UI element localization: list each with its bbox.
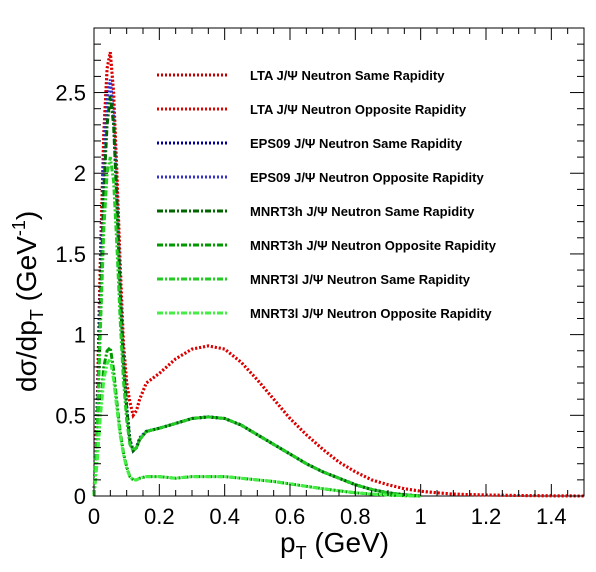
- series-line-2: [92, 51, 585, 498]
- legend-label-8: MNRT3l J/Ψ Neutron Opposite Rapidity: [250, 306, 492, 321]
- series-line-6: [92, 344, 421, 498]
- series-line-8: [92, 354, 421, 498]
- y-tick-label: 1: [74, 323, 86, 348]
- y-axis-title-unit-open: (GeV: [11, 236, 42, 309]
- y-axis-title-sub: T: [27, 309, 47, 320]
- x-tick-label: 1: [415, 504, 427, 529]
- legend-label-1: LTA J/Ψ Neutron Same Rapidity: [250, 68, 445, 83]
- legend: LTA J/Ψ Neutron Same Rapidity LTA J/Ψ Neu…: [157, 68, 497, 321]
- x-tick-label: 0.8: [340, 504, 371, 529]
- y-axis-title-main: dσ/dp: [11, 320, 42, 392]
- y-tick-label: 0: [74, 484, 86, 509]
- x-tick-label: 0.6: [275, 504, 306, 529]
- legend-label-6: MNRT3h J/Ψ Neutron Opposite Rapidity: [250, 238, 497, 253]
- x-tick-label: 0: [88, 504, 100, 529]
- y-tick-label: 0.5: [55, 403, 86, 428]
- y-axis-title: dσ/dpT (GeV-1): [9, 211, 47, 392]
- x-tick-label: 0.4: [209, 504, 240, 529]
- y-axis-title-unit-close: ): [11, 211, 42, 220]
- x-axis: 0 0.2 0.4 0.6 0.8 1 1.2 1.4: [88, 28, 585, 529]
- legend-label-3: EPS09 J/Ψ Neutron Same Rapidity: [250, 136, 463, 151]
- y-axis: 0 0.5 1 1.5 2 2.5: [55, 27, 584, 509]
- y-tick-label: 2: [74, 161, 86, 186]
- x-axis-title-main: p: [280, 527, 296, 558]
- series-line-5: [92, 95, 421, 498]
- y-axis-title-sup: -1: [9, 220, 29, 236]
- legend-label-5: MNRT3h J/Ψ Neutron Same Rapidity: [250, 204, 475, 219]
- x-axis-title-unit: (GeV): [307, 527, 389, 558]
- x-tick-label: 0.2: [144, 504, 175, 529]
- x-axis-title-sub: T: [296, 543, 307, 563]
- y-tick-label: 1.5: [55, 242, 86, 267]
- legend-label-2: LTA J/Ψ Neutron Opposite Rapidity: [250, 102, 467, 117]
- y-tick-label: 2.5: [55, 81, 86, 106]
- series-layer: [92, 51, 585, 498]
- legend-label-4: EPS09 J/Ψ Neutron Opposite Rapidity: [250, 170, 484, 185]
- x-tick-label: 1.2: [471, 504, 502, 529]
- legend-label-7: MNRT3l J/Ψ Neutron Same Rapidity: [250, 272, 471, 287]
- x-tick-label: 1.4: [536, 504, 567, 529]
- x-axis-title: pT (GeV): [280, 527, 389, 563]
